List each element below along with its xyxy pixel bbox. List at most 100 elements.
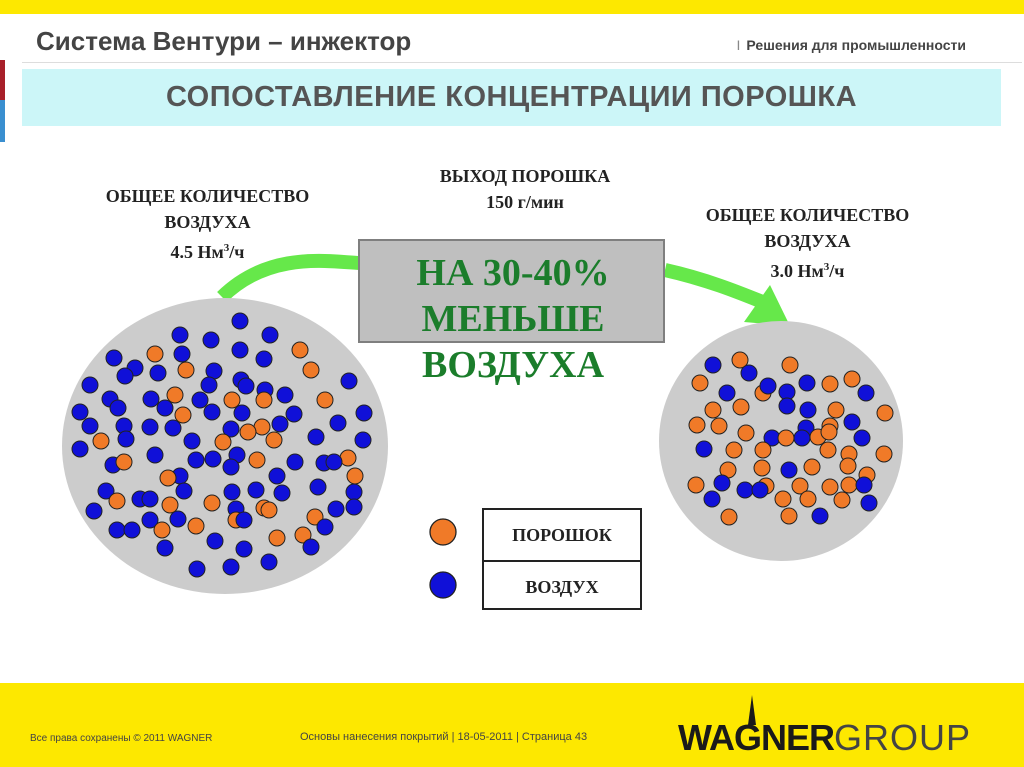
air-particle: [285, 405, 303, 423]
air-particle: [237, 377, 255, 395]
right-label-line-1: ОБЩЕЕ КОЛИЧЕСТВО: [705, 205, 910, 225]
air-particle: [233, 404, 251, 422]
left-air-value: 4.5 Нм: [170, 242, 224, 262]
powder-particle: [166, 386, 184, 404]
air-particle: [713, 474, 731, 492]
particles-group: [71, 312, 894, 578]
powder-particle: [803, 458, 821, 476]
logo-peak-icon: [748, 695, 756, 725]
air-particle: [316, 518, 334, 536]
reduction-line-3: ВОЗДУХА: [421, 344, 605, 386]
air-particle: [85, 502, 103, 520]
air-particle: [309, 478, 327, 496]
powder-particle: [159, 469, 177, 487]
legend-air-label: ВОЗДУХ: [484, 560, 640, 612]
air-particle: [149, 364, 167, 382]
air-particle: [751, 481, 769, 499]
legend-air-dot: [429, 571, 457, 599]
powder-particle: [339, 449, 357, 467]
powder-particle: [255, 391, 273, 409]
powder-particle: [92, 432, 110, 450]
powder-particle: [302, 361, 320, 379]
air-particle: [329, 414, 347, 432]
air-particle: [736, 481, 754, 499]
powder-output-line-2: 150 г/мин: [486, 192, 564, 212]
air-particle: [187, 451, 205, 469]
powder-particle: [821, 375, 839, 393]
left-air-sup: 3: [223, 242, 230, 254]
left-air-unit: /ч: [229, 242, 245, 262]
banner-text: СОПОСТАВЛЕНИЕ КОНЦЕНТРАЦИИ ПОРОШКА: [165, 81, 858, 113]
powder-particle: [781, 356, 799, 374]
air-particle: [108, 521, 126, 539]
air-particle: [302, 538, 320, 556]
air-particle: [718, 384, 736, 402]
powder-particle: [268, 529, 286, 547]
powder-particle: [248, 451, 266, 469]
air-particle: [156, 399, 174, 417]
air-particle: [268, 467, 286, 485]
powder-particle: [704, 401, 722, 419]
powder-particle: [214, 433, 232, 451]
air-particle: [164, 419, 182, 437]
air-particle: [200, 376, 218, 394]
air-particle: [853, 429, 871, 447]
air-particle: [231, 312, 249, 330]
powder-particle: [346, 467, 364, 485]
air-particle: [222, 458, 240, 476]
right-air-volume: 3.0 Нм3/ч: [670, 254, 945, 284]
powder-particle: [260, 501, 278, 519]
powder-particle: [780, 507, 798, 525]
air-particle: [703, 490, 721, 508]
air-particle: [222, 558, 240, 576]
logo-wordmark: WAGNERGROUP: [678, 718, 971, 758]
right-air-label: ОБЩЕЕ КОЛИЧЕСТВО ВОЗДУХА 3.0 Нм3/ч: [670, 202, 945, 284]
air-particle: [798, 374, 816, 392]
powder-particle: [710, 417, 728, 435]
air-particle: [261, 326, 279, 344]
logo-group: GROUP: [834, 717, 972, 758]
copyright-text: Все права сохранены © 2011 WAGNER: [30, 733, 213, 744]
powder-particle: [821, 478, 839, 496]
air-particle: [175, 482, 193, 500]
powder-particle: [177, 361, 195, 379]
left-label-line-2: ВОЗДУХА: [164, 212, 251, 232]
left-label-line-1: ОБЩЕЕ КОЛИЧЕСТВО: [105, 186, 310, 206]
air-particle: [354, 431, 372, 449]
air-particle: [355, 404, 373, 422]
air-particle: [142, 390, 160, 408]
air-particle: [81, 376, 99, 394]
air-particle: [799, 401, 817, 419]
powder-particle: [687, 476, 705, 494]
air-particle: [307, 428, 325, 446]
air-particle: [340, 372, 358, 390]
powder-output-label: ВЫХОД ПОРОШКА 150 г/мин: [395, 163, 655, 215]
air-particle: [117, 430, 135, 448]
right-label-line-2: ВОЗДУХА: [764, 231, 851, 251]
powder-particle: [115, 453, 133, 471]
air-particle: [141, 418, 159, 436]
footer-info: Основы нанесения покрытий | 18-05-2011 |…: [300, 731, 588, 743]
air-particle: [345, 483, 363, 501]
air-particle: [260, 553, 278, 571]
right-air-value: 3.0 Нм: [770, 261, 824, 281]
reduction-line-2: МЕНЬШЕ: [421, 298, 605, 340]
powder-particle: [791, 477, 809, 495]
air-particle: [223, 483, 241, 501]
powder-particle: [161, 496, 179, 514]
air-particle: [222, 420, 240, 438]
powder-particle: [819, 441, 837, 459]
powder-particle: [316, 391, 334, 409]
air-particle: [345, 498, 363, 516]
powder-particle: [839, 457, 857, 475]
powder-particle: [753, 459, 771, 477]
powder-particle: [876, 404, 894, 422]
air-particle: [109, 399, 127, 417]
air-particle: [97, 482, 115, 500]
powder-particle: [691, 374, 709, 392]
air-particle: [860, 494, 878, 512]
air-particle: [740, 364, 758, 382]
powder-particle: [203, 494, 221, 512]
air-particle: [235, 511, 253, 529]
